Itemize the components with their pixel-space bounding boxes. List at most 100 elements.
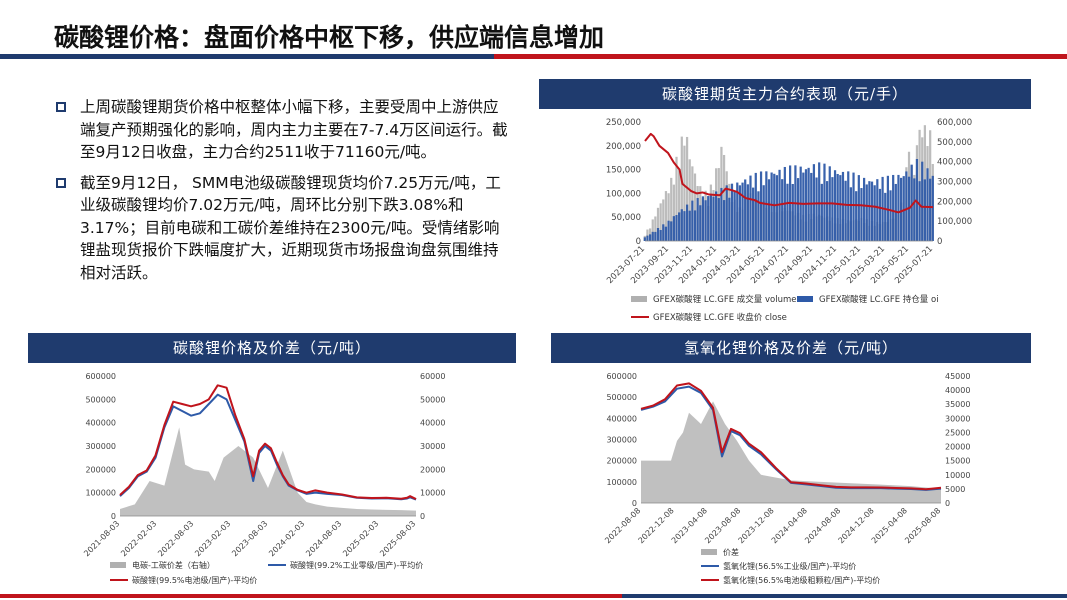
y-left-tick-label: 400000: [85, 419, 116, 428]
legend-swatch-box: [797, 296, 813, 302]
x-tick-label: 2025-08-08: [903, 506, 942, 545]
bar-1: [717, 198, 720, 241]
bar-1: [688, 210, 691, 241]
bar-1: [889, 190, 892, 241]
bar-1: [683, 211, 686, 241]
bar-1: [693, 210, 697, 241]
bar-1: [905, 171, 908, 241]
bar-0: [656, 207, 660, 241]
bar-1: [839, 175, 842, 241]
legend-label: GFEX碳酸锂 LC.GFE 收盘价 close: [653, 312, 787, 323]
y-left-tick-label: 500000: [85, 395, 116, 404]
legend-label: 价差: [723, 547, 739, 557]
bar-1: [741, 182, 744, 241]
y-right-tick-label: 0: [945, 499, 950, 508]
bar-1: [931, 175, 934, 241]
line-series-2: [119, 384, 417, 500]
legend-label: 碳酸锂(99.2%工业零级/国产)-平均价: [290, 560, 423, 570]
header-rule-blue: [0, 54, 494, 59]
bar-1: [878, 188, 882, 241]
y-left-tick-label: 600000: [85, 372, 116, 381]
bar-1: [767, 179, 771, 241]
x-tick-label: 2023-02-03: [193, 519, 232, 558]
bar-1: [715, 191, 718, 241]
y-left-tick-label: 100000: [606, 478, 637, 487]
header-rule-red: [494, 54, 1067, 59]
y-left-tick-label: 500000: [606, 393, 637, 402]
bar-1: [921, 161, 924, 241]
bullet-item: 上周碳酸锂期货价格中枢整体小幅下移，主要受周中上游供应端复产预期强化的影响，周内…: [56, 96, 508, 164]
bar-1: [929, 178, 932, 241]
y-right-tick-label: 10000: [420, 489, 445, 498]
line-series-2: [644, 132, 934, 214]
y-left-tick-label: 250,000: [606, 118, 641, 128]
bar-0: [664, 191, 668, 241]
bar-1: [833, 170, 837, 241]
y-left-tick-label: 200,000: [606, 142, 641, 152]
bar-1: [712, 196, 715, 241]
y-left-tick-label: 400000: [606, 414, 637, 423]
bar-1: [823, 163, 826, 241]
futures-chart-caption: 碳酸锂期货主力合约表现（元/手）: [539, 79, 1031, 109]
legend-label: 碳酸锂(99.5%电池级/国产)-平均价: [132, 575, 257, 585]
footer-rule-blue: [622, 594, 1067, 598]
square-bullet-icon: [56, 177, 66, 188]
y-right-tick-label: 60000: [420, 372, 445, 381]
bar-1: [847, 171, 850, 241]
y-left-tick-label: 0: [111, 512, 116, 521]
legend-label: GFEX碳酸锂 LC.GFE 成交量 volume: [653, 294, 796, 305]
bar-1: [667, 220, 670, 241]
footer-rule-red: [0, 594, 622, 598]
bar-1: [855, 191, 858, 241]
carbonate-chart-caption: 碳酸锂价格及价差（元/吨）: [28, 333, 516, 363]
bar-1: [897, 174, 900, 241]
bar-0: [670, 177, 673, 241]
bar-1: [899, 177, 903, 241]
bar-1: [884, 192, 887, 241]
y-right-tick-label: 25000: [945, 428, 970, 437]
y-left-tick-label: 300000: [85, 442, 116, 451]
bar-1: [670, 221, 673, 241]
bar-0: [675, 156, 678, 241]
bar-1: [746, 184, 749, 241]
bar-1: [870, 181, 874, 241]
bar-1: [709, 195, 712, 241]
bar-1: [804, 169, 808, 241]
bullet-text: 截至9月12日， SMM电池级碳酸锂现货均价7.25万元/吨，工业级碳酸锂均价7…: [80, 173, 501, 282]
bar-1: [923, 179, 926, 241]
bar-1: [786, 183, 789, 241]
bar-1: [691, 200, 694, 241]
bar-1: [699, 205, 702, 241]
x-tick-label: 2024-08-03: [304, 519, 343, 558]
bar-1: [860, 188, 863, 241]
legend-label: 氢氧化锂(56.5%工业级/国产)-平均价: [723, 561, 856, 571]
bar-1: [701, 196, 705, 241]
y-left-tick-label: 200000: [85, 465, 116, 474]
x-tick-label: 2025-08-03: [378, 519, 417, 558]
bar-0: [662, 199, 665, 241]
slide-title: 碳酸锂价格：盘面价格中枢下移，供应端信息增加: [54, 23, 605, 52]
x-tick-label: 2023-08-03: [230, 519, 269, 558]
y-right-tick-label: 100,000: [937, 217, 972, 227]
bar-0: [672, 184, 675, 241]
y-left-tick-label: 0: [632, 499, 637, 508]
bar-1: [722, 200, 726, 241]
bar-1: [651, 231, 654, 241]
bar-1: [868, 181, 871, 241]
x-tick-label: 2024-02-03: [267, 519, 306, 558]
y-left-tick-label: 0: [636, 237, 641, 247]
bar-1: [643, 237, 646, 241]
y-right-tick-label: 30000: [945, 414, 970, 423]
bar-1: [744, 179, 747, 241]
bar-1: [886, 175, 889, 241]
bar-1: [820, 183, 823, 241]
bar-1: [646, 235, 649, 241]
bar-1: [672, 216, 675, 241]
bar-1: [844, 180, 847, 241]
y-left-tick-label: 100000: [85, 489, 116, 498]
bar-1: [852, 172, 855, 241]
futures-chart: 250,000 200,000 150,000 100,000 50,000 0 600,0…: [605, 118, 972, 323]
bar-1: [754, 172, 757, 241]
y-right-tick-label: 35000: [945, 400, 970, 409]
legend-label: GFEX碳酸锂 LC.GFE 持仓量 oi: [819, 294, 939, 305]
